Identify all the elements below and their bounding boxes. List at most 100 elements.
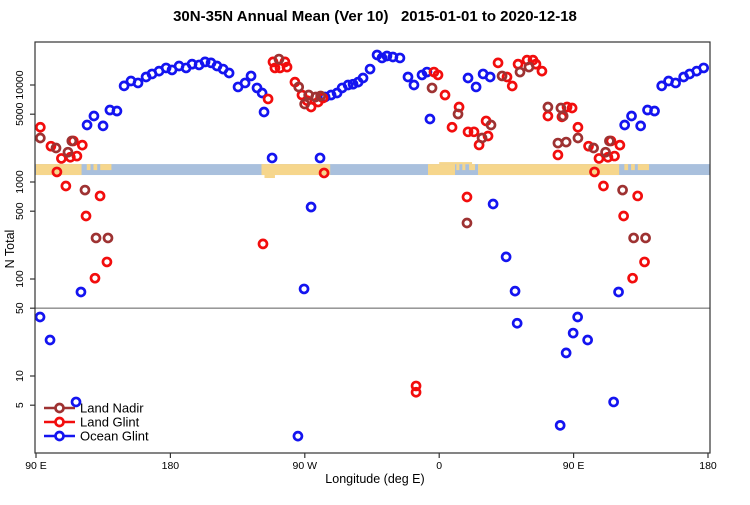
data-point (245, 70, 257, 82)
data-point (555, 102, 567, 114)
data-point (293, 81, 305, 93)
map-band-island (637, 164, 650, 171)
data-point (461, 217, 473, 229)
map-band-island (631, 164, 635, 171)
data-point (94, 190, 106, 202)
data-point (118, 80, 130, 92)
data-point (496, 70, 508, 82)
data-point (542, 110, 554, 122)
map-band-island (100, 164, 112, 171)
data-point (509, 285, 521, 297)
data-point (492, 57, 504, 69)
data-point (357, 72, 369, 84)
data-point (485, 119, 497, 131)
data-point (310, 91, 322, 103)
data-point (600, 146, 611, 158)
data-point (132, 77, 144, 89)
data-point (470, 81, 482, 93)
data-point (402, 71, 414, 83)
legend-item: Land Nadir (44, 401, 144, 416)
map-band-island (93, 164, 98, 171)
data-point (670, 77, 681, 89)
map-band-land (261, 164, 331, 176)
data-point (656, 80, 668, 92)
data-point (269, 62, 281, 74)
data-point (640, 232, 651, 244)
x-tick-label: 90 E (25, 460, 47, 472)
y-tick-label: 10000 (14, 70, 26, 99)
legend-item: Ocean Glint (44, 429, 149, 444)
data-point (501, 71, 513, 83)
data-point (35, 121, 46, 133)
data-point (76, 139, 88, 151)
data-point (632, 190, 644, 202)
data-point (199, 56, 211, 68)
data-point (97, 120, 109, 132)
data-point (281, 61, 293, 73)
data-point (51, 166, 63, 178)
data-point (79, 184, 91, 196)
x-tick-label: 90 E (563, 460, 585, 472)
x-axis-label: Longitude (deg E) (325, 472, 425, 486)
y-tick-label: 5000 (14, 102, 26, 126)
y-axis-label: N Total (3, 229, 17, 269)
data-point (462, 72, 474, 84)
data-point (102, 232, 114, 244)
x-tick-label: 180 (162, 460, 180, 472)
y-tick-label: 1000 (14, 170, 26, 194)
data-point (589, 166, 600, 178)
data-point (506, 80, 518, 92)
data-point (81, 119, 93, 131)
series-land-nadir (35, 53, 651, 244)
data-point (511, 317, 523, 329)
data-point (618, 210, 629, 222)
data-point (582, 334, 593, 346)
data-point (484, 71, 496, 83)
data-point (262, 93, 274, 105)
data-point (266, 152, 278, 164)
data-point (461, 191, 473, 203)
data-point (446, 121, 458, 133)
data-point (649, 105, 660, 117)
legend-marker-circle-icon (54, 416, 65, 428)
data-point (347, 78, 359, 90)
data-point (62, 146, 74, 158)
data-point (635, 120, 647, 132)
data-point (619, 119, 631, 131)
data-point (364, 63, 376, 75)
data-point (613, 286, 624, 298)
data-point (487, 198, 499, 210)
data-point (627, 272, 638, 284)
data-point (608, 396, 619, 408)
map-band-land (478, 164, 620, 176)
data-point (89, 272, 101, 284)
map-band-coast (439, 162, 473, 165)
map-band-island (462, 164, 466, 171)
data-point (468, 126, 480, 138)
data-point (452, 108, 464, 120)
data-point (80, 210, 92, 222)
chart-title: 30N-35N Annual Mean (Ver 10) 2015-01-01 … (173, 8, 577, 25)
series-ocean-glint (35, 49, 710, 442)
data-point (50, 142, 62, 154)
data-point (381, 50, 393, 62)
data-point (44, 334, 56, 346)
data-point (305, 201, 317, 213)
data-point (292, 430, 304, 442)
plot-frame (34, 41, 711, 454)
legend-item: Land Glint (44, 415, 140, 430)
data-point (476, 132, 488, 144)
data-point (462, 126, 474, 138)
data-point (572, 121, 584, 133)
data-point (70, 396, 82, 408)
data-point (410, 380, 422, 392)
data-point (273, 53, 285, 65)
data-point (566, 102, 578, 114)
data-point (542, 101, 554, 113)
map-band-coast (264, 175, 275, 179)
y-tick-label: 500 (14, 202, 26, 220)
x-tick-label: 90 W (293, 460, 318, 472)
